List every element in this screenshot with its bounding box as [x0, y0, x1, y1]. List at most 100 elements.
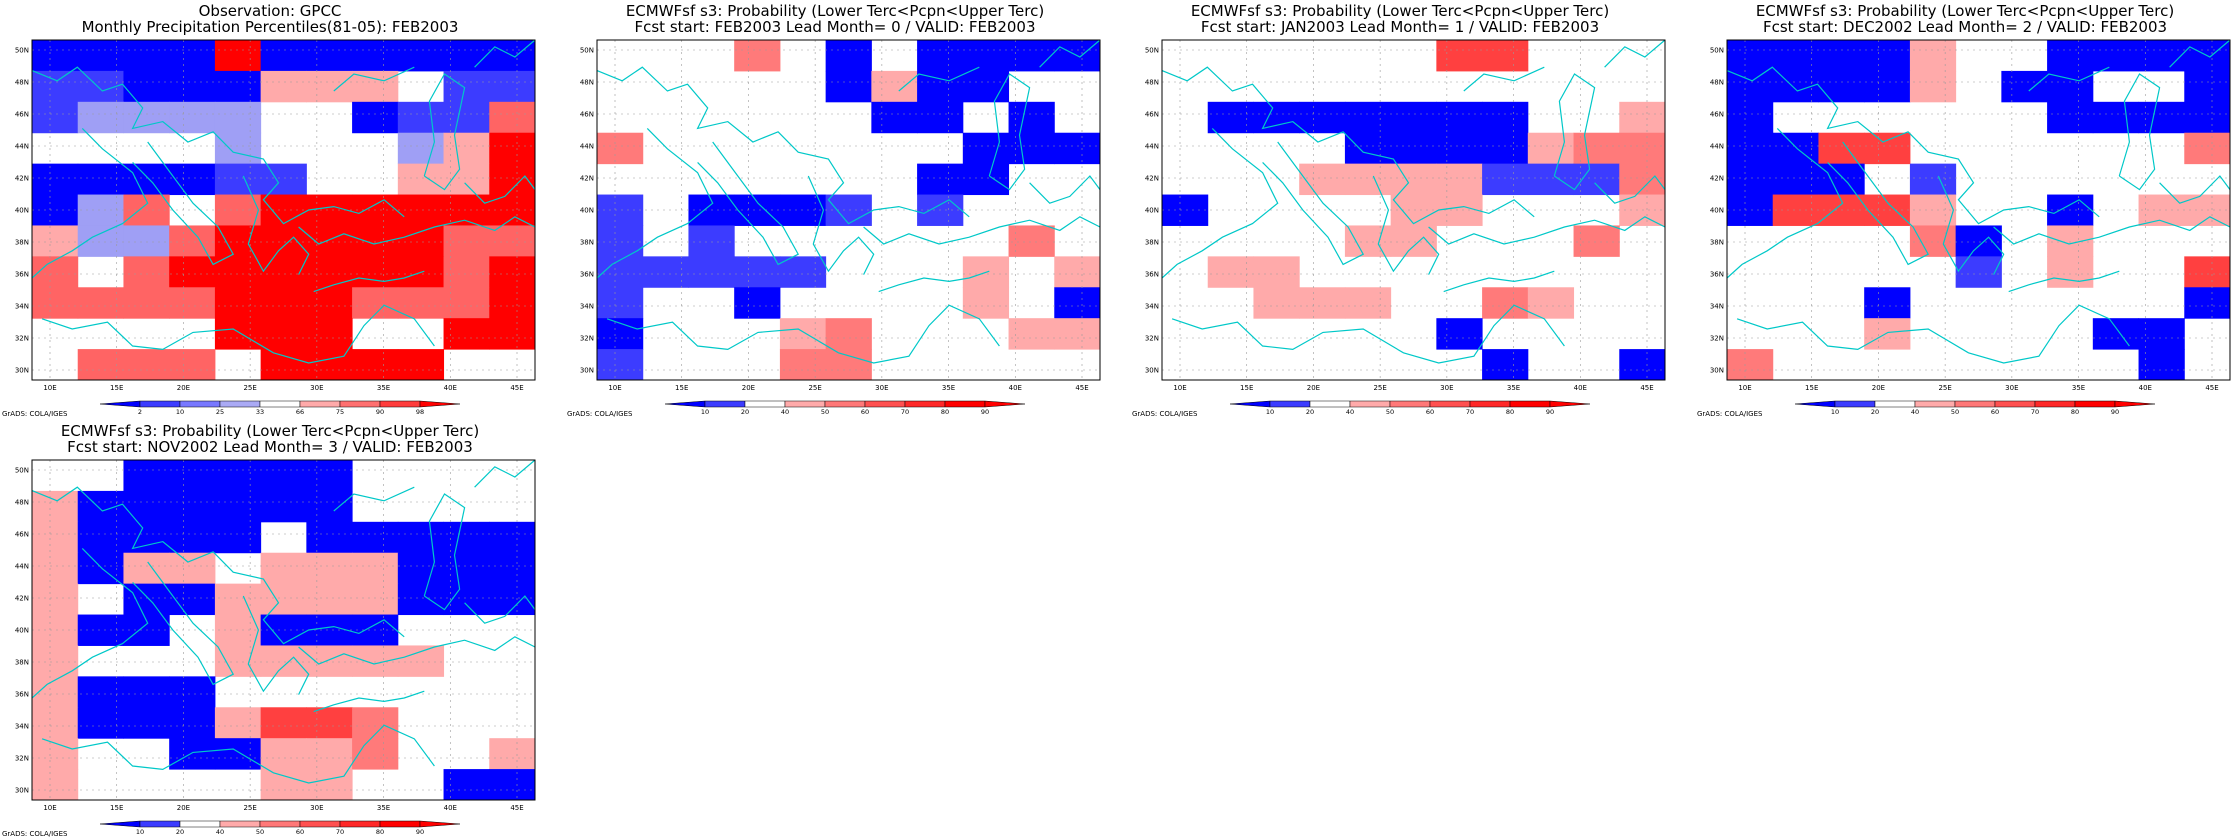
- colorbar-label: 40: [1346, 408, 1354, 416]
- grid-cell: [1054, 132, 1101, 165]
- lat-tick-label: 48N: [1710, 79, 1724, 87]
- lon-tick-label: 25E: [243, 384, 256, 392]
- grid-cell: [1207, 101, 1254, 134]
- grid-cell: [2184, 256, 2231, 288]
- colorbar-swatch: [1834, 400, 1876, 408]
- colorbar-label: 80: [1506, 408, 1514, 416]
- grid-cell: [489, 101, 536, 134]
- grid-cell: [597, 349, 644, 381]
- grid-cell: [397, 101, 445, 134]
- grid-cell: [443, 70, 490, 103]
- lat-tick-label: 50N: [15, 47, 29, 55]
- grid-cell: [443, 521, 490, 554]
- lat-tick-label: 46N: [580, 111, 594, 119]
- colorbar-swatch: [1994, 400, 2036, 408]
- grid-cell: [306, 256, 353, 288]
- grid-cell: [123, 707, 170, 739]
- grid-cell: [306, 583, 353, 616]
- grid-cell: [1818, 163, 1865, 196]
- colorbar-label: 50: [1951, 408, 1959, 416]
- grid-cell: [688, 225, 735, 257]
- grid-cell: [169, 583, 216, 616]
- colorbar-swatch: [664, 400, 706, 408]
- grid-cell: [352, 738, 399, 770]
- colorbar-label: 98: [416, 408, 424, 416]
- grid-cell: [1299, 163, 1346, 196]
- grid-cell: [352, 101, 399, 134]
- grid-cell: [1436, 318, 1483, 350]
- colorbar-label: 60: [1991, 408, 1999, 416]
- coastline: [697, 141, 800, 266]
- grid-cell: [1482, 349, 1529, 381]
- coastline: [298, 636, 536, 665]
- grid-cell: [1818, 40, 1865, 72]
- lon-tick-label: 45E: [510, 384, 523, 392]
- colorbar-label: 90: [2111, 408, 2119, 416]
- grid-cell: [1008, 225, 1055, 257]
- grid-cell: [779, 256, 827, 288]
- grid-cell: [397, 225, 445, 257]
- coastline: [1029, 175, 1101, 204]
- grid-cell: [306, 707, 353, 739]
- grid-cell: [306, 521, 353, 554]
- lon-tick-label: 45E: [2205, 384, 2218, 392]
- grid-cell: [1573, 225, 1620, 257]
- grid-cell: [962, 163, 1010, 196]
- lat-tick-label: 40N: [1710, 207, 1724, 215]
- grid-cell: [2138, 349, 2185, 381]
- lat-tick-label: 44N: [15, 563, 29, 571]
- grid-cell: [214, 225, 262, 257]
- lon-tick-label: 15E: [1805, 384, 1818, 392]
- coastline: [333, 486, 415, 512]
- colorbar-swatch: [99, 820, 141, 828]
- grid-cell: [32, 287, 79, 319]
- grid-cell: [260, 707, 307, 739]
- grid-cell: [169, 287, 216, 319]
- lon-tick-label: 15E: [675, 384, 688, 392]
- grid-cell: [779, 349, 827, 381]
- grid-cell: [1054, 287, 1101, 319]
- colorbar-label: 10: [136, 828, 144, 836]
- grid-cell: [1955, 225, 2002, 257]
- grid-cell: [917, 40, 964, 72]
- colorbar-swatch: [259, 400, 301, 408]
- grid-cell: [32, 676, 79, 708]
- lon-tick-label: 10E: [1738, 384, 1751, 392]
- grid-cell: [260, 256, 307, 288]
- coastline: [333, 66, 415, 92]
- grid-cell: [2138, 40, 2185, 72]
- lat-tick-label: 40N: [15, 207, 29, 215]
- grid-cell: [169, 163, 216, 196]
- grid-cell: [1299, 101, 1346, 134]
- grid-cell: [1344, 132, 1392, 165]
- colorbar-swatch: [179, 820, 221, 828]
- grid-cell: [1436, 163, 1483, 196]
- colorbar-label: 20: [741, 408, 749, 416]
- grid-cell: [1772, 163, 1819, 196]
- colorbar-label: 60: [1426, 408, 1434, 416]
- grid-cell: [1344, 163, 1392, 196]
- grid-cell: [2184, 132, 2231, 165]
- grid-cell: [489, 552, 536, 585]
- grid-cell: [734, 256, 781, 288]
- grid-cell: [169, 552, 216, 585]
- grid-cell: [397, 287, 445, 319]
- colorbar-swatch: [1509, 400, 1551, 408]
- colorbar-swatch: [299, 400, 341, 408]
- grid-cell: [1864, 287, 1911, 319]
- grid-cell: [443, 163, 490, 196]
- grid-cell: [214, 738, 262, 770]
- grid-cell: [1344, 287, 1392, 319]
- colorbar-swatch: [219, 400, 261, 408]
- lat-tick-label: 50N: [1710, 47, 1724, 55]
- grid-cell: [77, 552, 124, 585]
- grid-cell: [642, 256, 689, 288]
- grid-cell: [779, 318, 827, 350]
- probability-map: 50N 48N 46N 44N 42N 40N 38N 36N 34N 32N 30N 10E 15E 2…: [1710, 39, 2231, 416]
- lat-tick-label: 38N: [1710, 239, 1724, 247]
- lat-tick-label: 38N: [580, 239, 594, 247]
- grid-cell: [734, 40, 781, 72]
- grid-cell: [1344, 225, 1392, 257]
- grid-cell: [1390, 163, 1437, 196]
- lat-tick-label: 34N: [1145, 303, 1159, 311]
